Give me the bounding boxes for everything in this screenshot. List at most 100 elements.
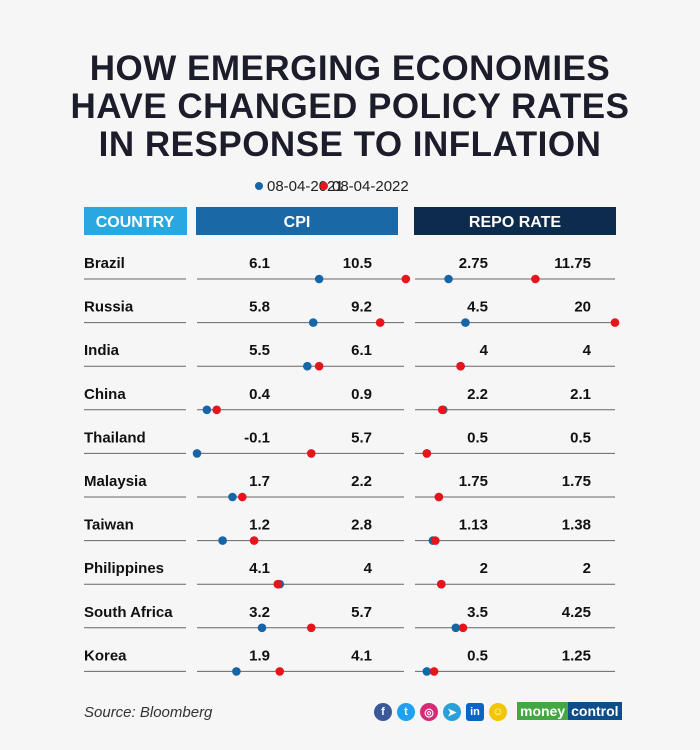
cpi-header-label: CPI (284, 214, 311, 231)
cpi-2022-dot (238, 492, 247, 502)
repo-2022-label: 1.25 (562, 647, 591, 664)
repo-2021-label: 4 (480, 342, 489, 359)
repo-2021-label: 4.5 (467, 299, 488, 316)
country-label: Philippines (84, 560, 164, 577)
cpi-2022-label: 6.1 (351, 342, 372, 359)
repo-2022-label: 11.75 (554, 255, 591, 272)
cpi-2021-label: -0.1 (244, 429, 270, 446)
repo-2022-dot (458, 623, 468, 633)
linkedin-icon[interactable]: in (466, 703, 484, 721)
repo-2022-dot (456, 361, 465, 371)
repo-2022-label: 0.5 (570, 429, 591, 446)
cpi-2022-dot (306, 623, 316, 633)
logo-money: money (517, 702, 569, 720)
country-label: India (84, 342, 120, 359)
repo-2021-dot (422, 667, 432, 676)
cpi-2022-label: 5.7 (351, 429, 372, 446)
instagram-icon[interactable]: ◎ (420, 703, 438, 721)
cpi-header (196, 207, 398, 235)
legend-marker (255, 182, 263, 190)
cpi-2021-label: 1.7 (249, 473, 270, 490)
repo-2022-label: 4 (583, 342, 592, 359)
repo-2022-label: 1.38 (562, 517, 591, 534)
country-header-label: COUNTRY (96, 214, 175, 231)
country-label: South Africa (84, 604, 173, 621)
repo-2021-label: 1.13 (459, 517, 488, 534)
country-header (84, 207, 187, 235)
cpi-2021-dot (218, 536, 227, 545)
cpi-2022-dot (401, 274, 411, 284)
cpi-2022-label: 5.7 (351, 604, 372, 621)
cpi-2021-dot (303, 361, 312, 371)
cpi-2022-dot (212, 405, 221, 415)
repo-2022-dot (434, 492, 444, 502)
cpi-2022-dot (314, 361, 324, 371)
cpi-2022-label: 4.1 (351, 647, 372, 664)
cpi-2022-label: 2.8 (351, 517, 372, 534)
repo-2022-label: 4.25 (562, 604, 591, 621)
repo-2022-dot (422, 449, 432, 458)
repo-2022-dot (431, 536, 440, 545)
cpi-2021-label: 6.1 (249, 255, 270, 272)
repo-2021-dot (461, 318, 470, 327)
repo-2022-dot (531, 274, 540, 284)
cpi-2021-dot (308, 318, 318, 327)
repo-2022-dot (429, 667, 439, 676)
cpi-2021-label: 5.8 (249, 299, 270, 316)
moneycontrol-logo: money control (517, 702, 622, 720)
cpi-2021-dot (314, 274, 324, 284)
legend-marker (320, 182, 328, 190)
country-label: Taiwan (84, 517, 134, 534)
cpi-2021-label: 5.5 (249, 342, 270, 359)
repo-2021-label: 0.5 (467, 647, 488, 664)
cpi-2022-label: 4 (364, 560, 373, 577)
cpi-2022-dot (275, 667, 285, 676)
social-links: f t ◎ ➤ in ☺ (374, 703, 507, 721)
cpi-2021-dot (232, 667, 241, 676)
country-label: Russia (84, 299, 134, 316)
country-label: Brazil (84, 255, 125, 272)
twitter-icon[interactable]: t (397, 703, 415, 721)
repo-2022-label: 1.75 (562, 473, 591, 490)
logo-control: control (568, 702, 622, 720)
cpi-2022-label: 0.9 (351, 386, 372, 403)
cpi-2022-dot (306, 449, 316, 458)
cpi-2022-dot (249, 536, 259, 545)
cpi-2021-dot (202, 405, 212, 415)
repo-2021-dot (451, 623, 461, 633)
repo-2021-label: 2.2 (467, 386, 488, 403)
repo-2021-label: 2.75 (459, 255, 488, 272)
repo-2021-label: 2 (480, 560, 488, 577)
country-label: Korea (84, 647, 127, 664)
repo-header-label: REPO RATE (469, 214, 561, 231)
cpi-2021-label: 1.2 (249, 517, 270, 534)
cpi-2022-dot (273, 579, 283, 589)
snapchat-icon[interactable]: ☺ (489, 703, 507, 721)
country-label: China (84, 386, 126, 403)
cpi-2021-label: 0.4 (249, 386, 271, 403)
telegram-icon[interactable]: ➤ (443, 703, 461, 721)
repo-2021-label: 3.5 (467, 604, 488, 621)
cpi-2021-label: 1.9 (249, 647, 270, 664)
repo-2022-label: 20 (574, 299, 591, 316)
cpi-2021-dot (228, 492, 237, 502)
chart-title: HOW EMERGING ECONOMIES HAVE CHANGED POLIC… (70, 49, 630, 164)
cpi-2021-dot (257, 623, 267, 633)
repo-2022-dot (437, 579, 446, 589)
cpi-2022-label: 2.2 (351, 473, 372, 490)
repo-2021-dot (444, 274, 453, 284)
source-note: Source: Bloomberg (84, 704, 213, 721)
cpi-2022-dot (375, 318, 385, 327)
cpi-2021-dot (192, 449, 202, 458)
repo-header (414, 207, 616, 235)
cpi-2022-label: 10.5 (343, 255, 372, 272)
repo-2022-label: 2.1 (570, 386, 591, 403)
cpi-2021-label: 3.2 (249, 604, 270, 621)
country-label: Malaysia (84, 473, 147, 490)
repo-2022-dot (610, 318, 620, 327)
cpi-2021-label: 4.1 (249, 560, 270, 577)
repo-2021-label: 0.5 (467, 429, 488, 446)
facebook-icon[interactable]: f (374, 703, 392, 721)
